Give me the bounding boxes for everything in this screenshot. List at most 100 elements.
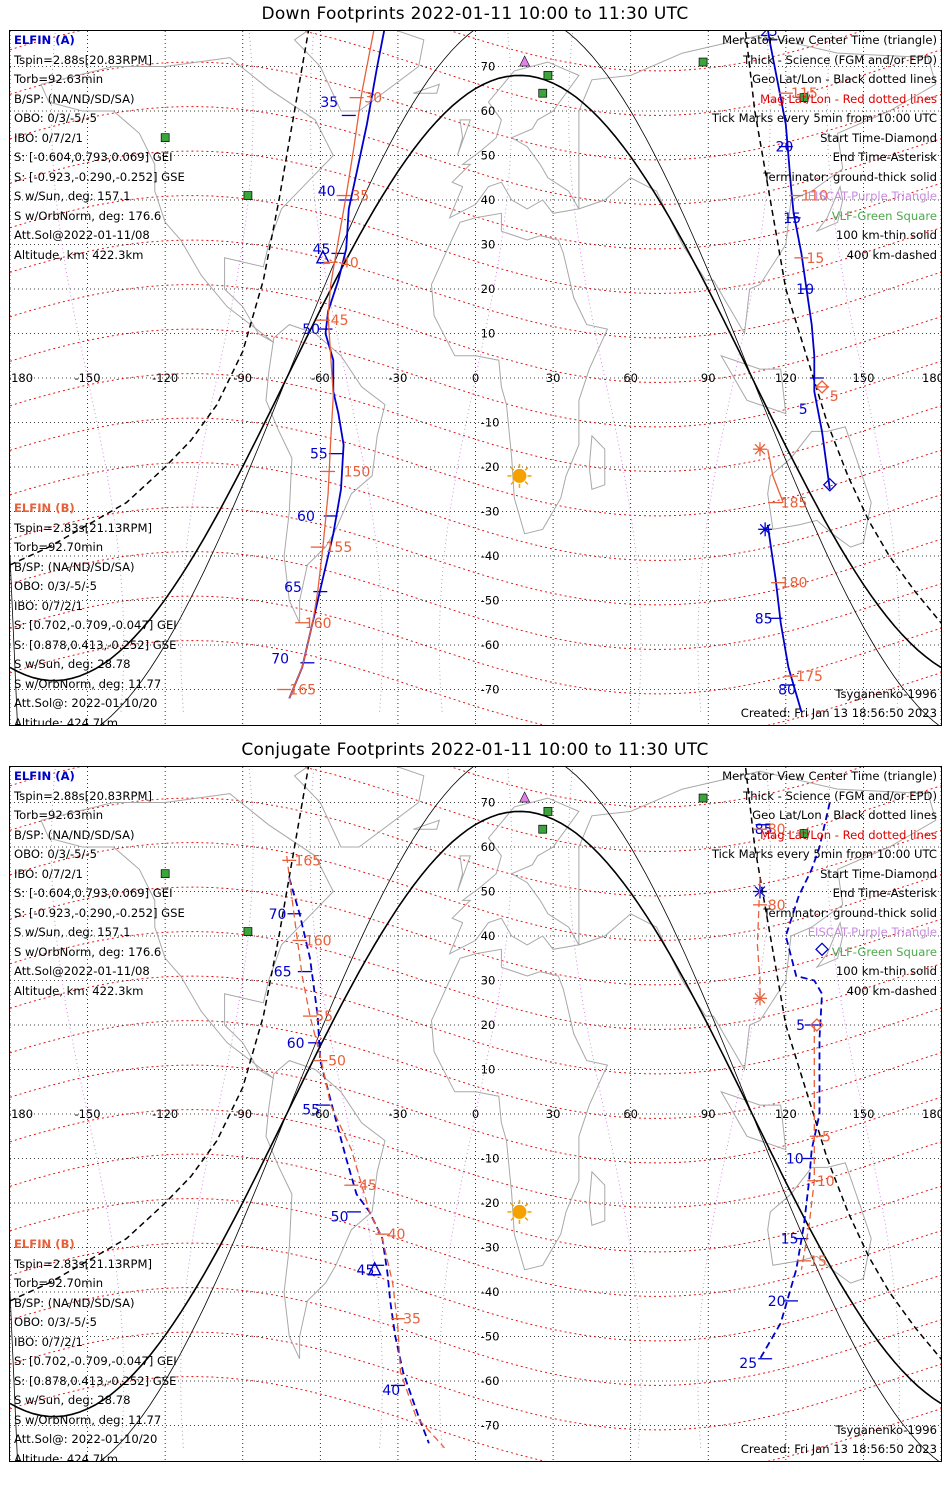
mag-graticule	[10, 31, 941, 725]
elfin-b-tick-west-label: 35	[403, 1312, 421, 1328]
elfin-a-track-east	[767, 31, 831, 490]
lon-tick-label: 180	[922, 1107, 941, 1121]
landmass-outline	[720, 1090, 787, 1151]
lat-tick-label: -30	[481, 1241, 500, 1255]
info-line: S w/Sun, deg: 157.1	[14, 189, 131, 203]
elfin-a-tick-west-label: 50	[331, 1209, 349, 1225]
landmass-outline	[588, 434, 606, 490]
mag-meridian-line	[180, 767, 254, 1448]
elfin-b-track-east	[767, 449, 784, 503]
elfin-a-tick-east-label: 15	[781, 1232, 799, 1248]
model-label: Tsyganenko-1996	[835, 687, 937, 701]
lon-tick-label: 120	[775, 1107, 797, 1121]
legend-entry: Thick - Science (FGM and/or EPD)	[743, 788, 937, 803]
down-footprints-map: -180 -150 -120 -90 -60 -30 0 30 60 90 120 150 180 70 6…	[10, 31, 941, 725]
elfin-a-tick-east-2-label: 80	[778, 683, 796, 699]
landmass-outline	[413, 83, 441, 94]
info-line: IBO: 0/7/2/1	[14, 130, 83, 145]
legend-entry: Mercator View Center Time (triangle)	[722, 33, 937, 47]
lat-tick-label: -30	[481, 505, 500, 519]
landmass-outline	[815, 184, 844, 233]
vlf-square-icon	[543, 807, 553, 816]
terminator-400km-line-east	[744, 767, 941, 1360]
elfin-b-tick-west-label: 45	[359, 1178, 377, 1194]
info-line: S w/OrbNorm, deg: 11.77	[14, 676, 162, 691]
vlf-square-icon	[799, 93, 809, 103]
legend-entry: EISCAT-Purple Triangle	[807, 189, 937, 203]
elfin-b-tick-west-label: 40	[341, 255, 359, 271]
sun-ray	[510, 1202, 515, 1207]
lat-tick-label: -40	[481, 549, 500, 563]
panel-title-conjugate: Conjugate Footprints 2022-01-11 10:00 to…	[241, 740, 709, 760]
sun-ray	[510, 1217, 515, 1221]
info-line: Altitude, km: 422.3km	[14, 247, 144, 262]
site-markers	[160, 791, 809, 1224]
sun-ray	[524, 481, 529, 485]
vlf-square-icon	[538, 824, 548, 834]
legend-entry: 100 km-thin solid	[835, 228, 937, 242]
lat-tick-label: 70	[481, 796, 496, 810]
lon-tick-label: 30	[546, 1107, 561, 1121]
info-line: OBO: 0/3/-5/-5	[14, 579, 97, 593]
elfin-b-start-diamond-icon	[815, 379, 829, 394]
mag-meridian-line	[309, 31, 383, 712]
vlf-square-icon	[543, 71, 553, 80]
sun-ray	[524, 1202, 529, 1207]
landmass-outline	[293, 31, 425, 112]
legend-entry: VLF-Green Square	[831, 944, 937, 959]
terminator-group	[10, 31, 941, 725]
elfin-a-end-asterisk-icon	[758, 522, 773, 537]
info-line: Altitude: 424.7km	[14, 1451, 119, 1462]
info-line: Tspin=2.88s[20.83RPM]	[14, 52, 152, 67]
elfin-b-tick-east-label: 10	[817, 1174, 835, 1190]
sun-ray	[510, 481, 515, 485]
lon-tick-label: -30	[389, 1107, 408, 1121]
spacecraft-name: ELFIN (A)	[14, 33, 75, 47]
elfin-a-tick-east-label: 15	[783, 211, 801, 227]
mag-meridian-line	[697, 767, 771, 1448]
info-line: S: [-0.923,-0.290,-0.252] GSE	[14, 169, 185, 184]
terminator-ground-line	[10, 810, 941, 1418]
lon-tick-label: -60	[311, 371, 330, 385]
lon-tick-label: -180	[10, 1107, 33, 1121]
lon-tick-label: -150	[75, 371, 101, 385]
info-line: B/SP: (NA/ND/SD/SA)	[14, 1295, 135, 1310]
terminator-100km-line	[10, 767, 940, 1461]
mag-meridian-line	[697, 31, 771, 712]
elfin-b-tick-east-label: 110	[801, 189, 828, 205]
elfin-b-tick-east-label: 185	[781, 496, 808, 512]
elfin-a-tick-east-label: 20	[768, 1294, 786, 1310]
elfin-b-tick-west-label: 50	[328, 1054, 346, 1070]
elfin-b-tick-west-label: 55	[315, 1009, 333, 1025]
lat-tick-label: 60	[481, 104, 496, 118]
legend-entry: Tick Marks every 5min from 10:00 UTC	[711, 847, 937, 861]
elfin-b-start-diamond-icon	[809, 1018, 824, 1032]
vlf-square-icon	[698, 57, 708, 67]
elfin-b-tick-west-label: 165	[289, 683, 316, 699]
lat-tick-label: -50	[481, 594, 500, 608]
site-markers	[160, 55, 809, 488]
coastlines	[40, 767, 937, 1360]
elfin-b-tick-west-label: 30	[364, 91, 382, 107]
vlf-square-icon	[698, 793, 708, 803]
vlf-square-icon	[160, 133, 170, 143]
info-line: S w/Sun, deg: 157.1	[14, 925, 131, 939]
lon-tick-label: 90	[701, 1107, 716, 1121]
info-line: S: [0.878,0.413,-0.252] GSE	[14, 1373, 177, 1388]
model-label: Tsyganenko-1996	[835, 1423, 937, 1437]
mag-meridian-line	[826, 767, 901, 1448]
elfin-b-tick-east-label: 80	[768, 898, 786, 914]
landmass-outline	[430, 212, 609, 535]
elfin-a-tick-east-group: 85 5 10 15 20 25	[739, 822, 819, 1372]
elfin-b-track-west	[288, 31, 375, 699]
elfin-b-tick-east-label: 175	[796, 669, 823, 685]
sun-ray	[524, 466, 529, 471]
elfin-b-tick-east-group: 80 80 10 15	[752, 822, 835, 1270]
elfin-a-tick-east-2-group: 85 80	[755, 611, 796, 698]
landmass-outline	[413, 819, 441, 830]
info-line: Att.Sol@2022-01-11/08	[14, 228, 150, 242]
elfin-a-tick-west-label: 70	[269, 907, 287, 923]
elfin-b-tick-west-label: 150	[344, 464, 371, 480]
legend-entry: 400 km-dashed	[846, 983, 937, 998]
elfin-a-tick-west-label: 65	[274, 965, 292, 981]
